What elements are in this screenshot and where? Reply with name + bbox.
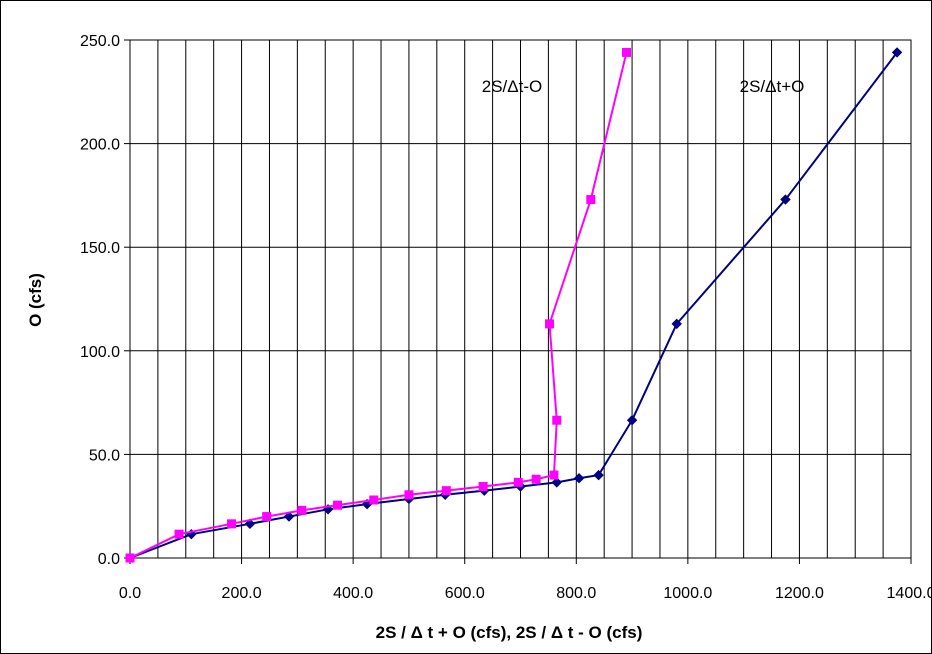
data-point	[441, 486, 451, 496]
data-point	[573, 473, 585, 484]
y-tick-label: 250.0	[80, 33, 120, 50]
x-tick-label: 0.0	[119, 585, 141, 602]
x-tick-label: 400.0	[333, 585, 373, 602]
x-tick-label: 1000.0	[663, 585, 712, 602]
data-point	[174, 529, 184, 539]
data-point	[404, 490, 414, 500]
data-point	[125, 553, 135, 563]
y-tick-label: 200.0	[80, 137, 120, 154]
data-point	[551, 477, 562, 488]
data-point	[478, 482, 488, 492]
data-point	[369, 495, 379, 505]
data-point	[671, 318, 682, 330]
x-tick-label: 600.0	[445, 585, 485, 602]
y-tick-label: 0.0	[98, 551, 120, 568]
data-point	[593, 469, 604, 481]
data-point	[297, 505, 307, 515]
y-tick-label: 150.0	[80, 240, 120, 257]
x-axis-ticks: 0.0 200.0 400.0 600.0 800.0 1000.0 1200.0 1400.…	[119, 558, 932, 602]
data-point	[531, 474, 541, 484]
data-point	[244, 518, 256, 530]
x-axis-title: 2S / Δ t + O (cfs), 2S / Δ t - O (cfs)	[376, 623, 643, 642]
y-axis-ticks: 0.0 50.0 100.0 150.0 200.0 250.0	[80, 33, 130, 568]
data-point	[780, 194, 791, 205]
y-axis-title: O (cfs)	[26, 273, 45, 327]
x-tick-label: 1400.0	[887, 585, 932, 602]
grid	[130, 40, 911, 558]
series-label-minus: 2S/Δt-O	[482, 77, 542, 96]
x-tick-label: 1200.0	[775, 585, 824, 602]
x-tick-label: 800.0	[556, 585, 596, 602]
data-point	[227, 519, 237, 529]
data-point	[552, 415, 562, 425]
data-point	[549, 470, 559, 480]
series-minus	[125, 47, 631, 563]
data-point	[891, 47, 903, 58]
data-point	[513, 477, 523, 487]
y-tick-label: 100.0	[80, 344, 120, 361]
data-point	[545, 319, 555, 329]
data-point	[586, 195, 596, 205]
series-layer	[124, 47, 903, 564]
data-point	[621, 47, 631, 57]
plot-area	[129, 39, 912, 559]
data-point	[626, 415, 638, 426]
data-point	[283, 511, 295, 522]
series-label-plus: 2S/Δt+O	[740, 77, 805, 96]
y-tick-label: 50.0	[89, 447, 120, 464]
data-point	[333, 500, 343, 510]
data-point	[262, 512, 272, 522]
x-tick-label: 200.0	[222, 585, 262, 602]
